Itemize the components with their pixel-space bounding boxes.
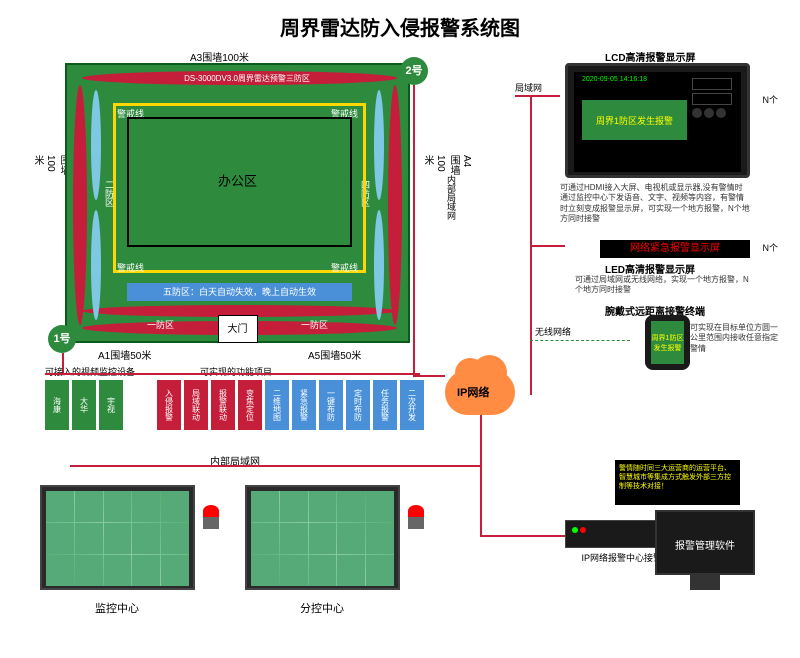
device-row: 海康 大华 宇视 入侵报警 局域联动 报警联动 变焦定位 二维地图 紧急报警 一… — [45, 380, 485, 455]
sensor-r2 — [374, 210, 384, 320]
ip-cloud: IP网络 — [445, 370, 515, 415]
perimeter-area: DS-3000DV3.0周界雷达预警三防区 二防区 四防区 一防区 一防区 警戒… — [65, 63, 410, 343]
lcd-controls — [692, 78, 737, 166]
c-led — [530, 245, 565, 247]
alarm-light-1 — [203, 505, 219, 529]
c-down — [480, 415, 482, 535]
dev-b4: 定时布防 — [346, 380, 370, 430]
dev-r2: 局域联动 — [184, 380, 208, 430]
mgmt-software: 报警管理软件 — [655, 510, 755, 590]
lcd-display: 2020-09-05 14:16:18 周界1防区发生报警 — [565, 63, 750, 178]
led-title: LED高清报警显示屏 — [605, 261, 695, 276]
dev-g3: 宇视 — [99, 380, 123, 430]
monitor-center-2 — [245, 485, 400, 590]
dev-b3: 一键布防 — [319, 380, 343, 430]
corner-br: 警戒线 — [331, 261, 358, 274]
radar-right — [388, 85, 402, 325]
wrist-desc: 可实现在目标单位方圆一公里范围内接收任意指定警情 — [690, 323, 780, 354]
alarm-light-2 — [408, 505, 424, 529]
lcd-time: 2020-09-05 14:16:18 — [582, 76, 647, 83]
ilan-bus — [70, 465, 480, 467]
dev-r3: 报警联动 — [211, 380, 235, 430]
node-1: 1号 — [48, 325, 76, 353]
led-desc: 可通过局域网或无线网络，实现一个地方报警，N个地方同时接警 — [575, 275, 750, 296]
wall-bl-label: A1围墙50米 — [98, 347, 151, 362]
dev-r1: 入侵报警 — [157, 380, 181, 430]
corner-bl: 警戒线 — [117, 261, 144, 274]
radar-left — [73, 85, 87, 325]
sensor-l2 — [91, 210, 101, 320]
conn-n2h — [413, 375, 445, 377]
office-label: 办公区 — [218, 171, 257, 190]
gate: 大门 — [218, 315, 258, 343]
dev-title2: 可实现的功能项目 — [200, 365, 272, 378]
led-display: 网络紧急报警显示屏 — [600, 240, 750, 258]
dev-title1: 可接入的视频监控设备 — [45, 365, 135, 378]
wlan-line — [530, 340, 630, 341]
lcd-title: LCD高清报警显示屏 — [605, 49, 696, 64]
zone1l-label: 一防区 — [147, 318, 174, 331]
mon1-label: 监控中心 — [95, 600, 139, 616]
dev-b1: 二维地图 — [265, 380, 289, 430]
node-2: 2号 — [400, 57, 428, 85]
c-host — [480, 535, 570, 537]
radar-top-label: DS-3000DV3.0周界雷达预警三防区 — [147, 73, 347, 84]
mon2-label: 分控中心 — [300, 600, 344, 616]
wall-br-label: A5围墙50米 — [308, 347, 361, 362]
np2-label: N个 — [763, 241, 779, 254]
lan-label: 局域网 — [515, 81, 542, 94]
dev-b5: 任务报警 — [373, 380, 397, 430]
page-title: 周界雷达防入侵报警系统图 — [0, 0, 800, 49]
ilan-label: 内部局域网 — [445, 175, 458, 220]
wrist-device: 周界1防区 发生报警 — [645, 315, 690, 370]
pc-screen: 报警管理软件 — [655, 510, 755, 575]
dev-b2: 紧急报警 — [292, 380, 316, 430]
conn-n2 — [413, 85, 415, 375]
integration-note: 警情随时同三大运营商的运营平台、智慧城市等集成方式触发外部三方控制等技术对接！ — [615, 460, 740, 505]
lcd-desc: 可通过HDMI接入大屏、电视机或显示器,没有警情时通过监控中心下发语音、文字、视… — [560, 183, 750, 225]
zone1r-label: 一防区 — [301, 318, 328, 331]
cloud-label: IP网络 — [457, 384, 489, 400]
dev-bus — [45, 373, 420, 375]
diagram-canvas: A3围墙100米 A1围墙50米 A5围墙50米 A2 围墙 100 米 A4 … — [10, 45, 790, 650]
monitor-center-1 — [40, 485, 195, 590]
dev-b6: 二次开发 — [400, 380, 424, 430]
sensor-l1 — [91, 90, 101, 200]
wlan-label: 无线网络 — [535, 325, 571, 338]
np1-label: N个 — [763, 93, 779, 106]
dev-r4: 变焦定位 — [238, 380, 262, 430]
zone5-strip: 五防区：白天自动失效，晚上自动生效 — [127, 283, 352, 301]
dev-g1: 海康 — [45, 380, 69, 430]
wall-right-label: A4 围墙 100 米 — [420, 155, 472, 175]
wrist-screen: 周界1防区 发生报警 — [651, 321, 684, 364]
dev-g2: 大华 — [72, 380, 96, 430]
lcd-alert: 周界1防区发生报警 — [582, 100, 687, 140]
c-lcd — [515, 95, 560, 97]
sensor-r1 — [374, 90, 384, 200]
wall-top-label: A3围墙100米 — [190, 49, 249, 64]
